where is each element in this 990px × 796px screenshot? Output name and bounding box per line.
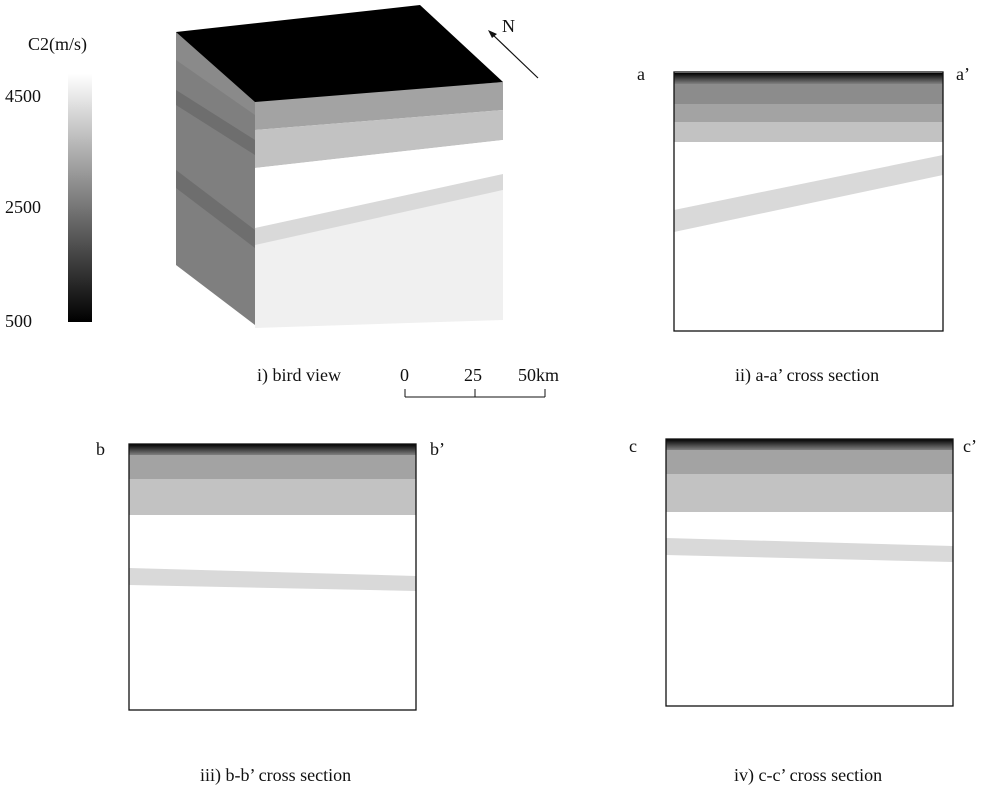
block-front-mid-layer [255, 82, 503, 130]
caption-cc: iv) c-c’ cross section [734, 765, 882, 786]
block-front-light-layer [255, 110, 503, 168]
aa-right-label: a’ [956, 64, 970, 84]
aa-frame [673, 71, 944, 332]
cc-left-label: c [629, 436, 637, 456]
colorbar-tick-500: 500 [5, 311, 32, 331]
section-cc: c c’ iv) c-c’ cross section [629, 436, 977, 786]
cc-right-label: c’ [963, 436, 977, 456]
colorbar: C2(m/s) 4500 2500 500 [5, 34, 92, 331]
north-arrow: N [488, 16, 539, 79]
block-front-lens-layer [255, 174, 503, 245]
north-arrow-head [488, 30, 497, 38]
block-front-lower [255, 190, 503, 328]
scale-label-50km: 50km [518, 365, 559, 385]
block-side-upper [176, 32, 255, 115]
caption-bb: iii) b-b’ cross section [200, 765, 351, 786]
aa-lens [674, 155, 943, 232]
section-aa: a a’ ii) a-a’ cross section [637, 64, 970, 386]
cc-lens [666, 538, 953, 562]
cc-frame [665, 438, 954, 707]
north-arrow-line [491, 33, 539, 79]
section-bb: b b’ iii) b-b’ cross section [96, 439, 445, 786]
bb-lens [129, 568, 416, 591]
colorbar-tick-4500: 4500 [5, 86, 41, 106]
aa-left-label: a [637, 64, 645, 84]
scale-label-25: 25 [464, 365, 482, 385]
colorbar-title: C2(m/s) [28, 34, 87, 55]
caption-bird-view: i) bird view [257, 365, 341, 386]
block-side-dark-band-2 [176, 170, 255, 248]
north-label: N [502, 16, 515, 36]
colorbar-tick-2500: 2500 [5, 197, 41, 217]
block-top-face [176, 5, 503, 102]
bird-view-block [176, 5, 503, 328]
scale-bar: 0 25 50km [400, 365, 559, 398]
bb-right-label: b’ [430, 439, 445, 459]
scale-label-0: 0 [400, 365, 409, 385]
block-side-dark-band-1 [176, 90, 255, 155]
bb-frame [128, 443, 417, 711]
caption-aa: ii) a-a’ cross section [735, 365, 879, 386]
colorbar-gradient [68, 74, 92, 322]
bb-left-label: b [96, 439, 105, 459]
